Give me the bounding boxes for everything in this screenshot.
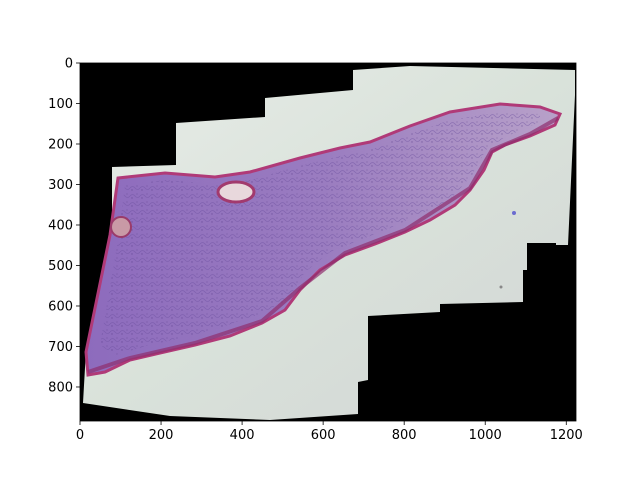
x-axis: 0 200 400 600 800 1000 1200 xyxy=(76,421,583,443)
y-axis: 0 100 200 300 400 500 600 700 800 xyxy=(48,57,80,395)
y-tick-label: 300 xyxy=(48,178,73,193)
x-tick-label: 200 xyxy=(149,428,174,443)
axes-frame xyxy=(79,62,577,422)
x-tick-label: 1000 xyxy=(469,428,502,443)
y-tick-label: 400 xyxy=(48,218,73,233)
y-tick-label: 500 xyxy=(48,259,73,274)
x-tick-label: 600 xyxy=(311,428,336,443)
vessel xyxy=(216,180,256,204)
x-tick-label: 0 xyxy=(76,428,84,443)
epithelium-edge xyxy=(87,116,559,374)
x-tick-label: 400 xyxy=(230,428,255,443)
y-tick-label: 100 xyxy=(48,97,73,112)
tissue-texture xyxy=(100,112,540,355)
y-tick-label: 700 xyxy=(48,340,73,355)
x-tick-label: 1200 xyxy=(550,428,583,443)
nodule xyxy=(110,216,132,238)
slide-image xyxy=(80,63,576,421)
y-tick-label: 800 xyxy=(48,380,73,395)
y-tick-label: 200 xyxy=(48,137,73,152)
x-tick-label: 800 xyxy=(392,428,417,443)
y-tick-label: 600 xyxy=(48,299,73,314)
y-tick-label: 0 xyxy=(65,57,73,72)
